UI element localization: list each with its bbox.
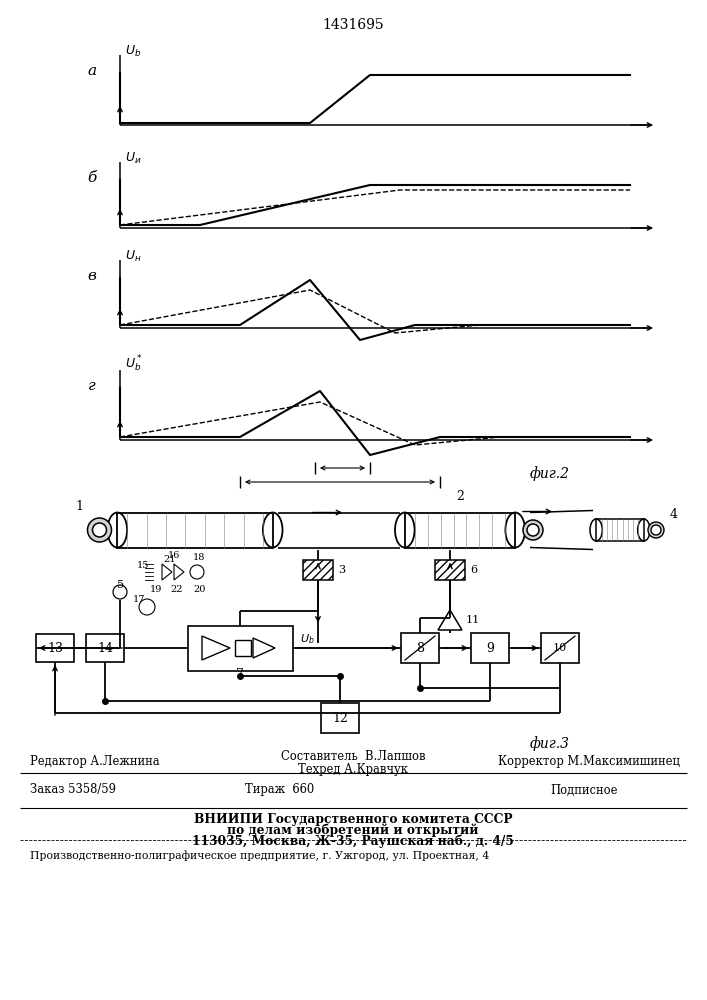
Text: 16: 16	[168, 551, 180, 560]
Bar	[321, 703, 359, 733]
Text: $U^*_b$: $U^*_b$	[125, 354, 143, 374]
Text: 2: 2	[456, 490, 464, 504]
Bar	[235, 640, 251, 656]
Text: б: б	[88, 171, 97, 185]
Text: 113035, Москва, Ж-35, Раушская наб., д. 4/5: 113035, Москва, Ж-35, Раушская наб., д. …	[192, 834, 514, 848]
Text: 6: 6	[470, 565, 477, 575]
Text: 5: 5	[117, 580, 124, 590]
Text: 20: 20	[193, 585, 205, 594]
Bar	[541, 633, 579, 663]
Text: Подписное: Подписное	[550, 784, 617, 796]
Text: Корректор М.Максимишинец: Корректор М.Максимишинец	[498, 756, 680, 768]
Text: 7: 7	[236, 668, 244, 682]
Bar	[596, 519, 644, 541]
Text: 9: 9	[486, 642, 494, 654]
Bar	[401, 633, 439, 663]
Text: Составитель  В.Лапшов: Составитель В.Лапшов	[281, 750, 425, 762]
Text: Редактор А.Лежнина: Редактор А.Лежнина	[30, 756, 160, 768]
Text: $U_b$: $U_b$	[300, 632, 315, 646]
Text: ВНИИПИ Государственного комитета СССР: ВНИИПИ Государственного комитета СССР	[194, 812, 513, 826]
Text: фиг.2: фиг.2	[530, 466, 570, 481]
Circle shape	[523, 520, 543, 540]
Circle shape	[527, 524, 539, 536]
Text: 18: 18	[193, 553, 205, 562]
Text: 12: 12	[332, 712, 348, 724]
Bar	[471, 633, 509, 663]
Text: Техред А.Кравчук: Техред А.Кравчук	[298, 762, 408, 776]
Text: фиг.3: фиг.3	[530, 736, 570, 751]
Text: 8: 8	[416, 642, 424, 654]
Text: 17: 17	[133, 595, 146, 604]
Text: 1431695: 1431695	[322, 18, 384, 32]
Text: Заказ 5358/59: Заказ 5358/59	[30, 784, 116, 796]
Text: по делам изобретений и открытий: по делам изобретений и открытий	[227, 823, 479, 837]
Bar	[187, 626, 293, 670]
Circle shape	[93, 523, 107, 537]
Text: в: в	[88, 269, 96, 283]
Text: 21: 21	[163, 555, 175, 564]
Bar	[86, 634, 124, 662]
Text: 19: 19	[150, 585, 163, 594]
Text: 3: 3	[338, 565, 345, 575]
Text: $U_и$: $U_и$	[125, 151, 141, 166]
Bar	[435, 560, 465, 580]
Bar	[405, 512, 515, 548]
Text: 13: 13	[47, 642, 63, 654]
Text: 15: 15	[137, 561, 149, 570]
Text: 10: 10	[553, 643, 567, 653]
Text: а: а	[88, 64, 97, 78]
Text: 22: 22	[170, 585, 182, 594]
Text: $U_н$: $U_н$	[125, 249, 141, 264]
Circle shape	[651, 525, 661, 535]
Circle shape	[88, 518, 112, 542]
Text: 4: 4	[670, 508, 678, 521]
Circle shape	[648, 522, 664, 538]
Bar	[36, 634, 74, 662]
Text: Производственно-полиграфическое предприятие, г. Ужгород, ул. Проектная, 4: Производственно-полиграфическое предприя…	[30, 851, 489, 861]
Text: г: г	[88, 379, 96, 393]
Text: 14: 14	[97, 642, 113, 654]
Text: Тираж  660: Тираж 660	[245, 784, 315, 796]
Bar	[117, 512, 273, 548]
Bar	[303, 560, 333, 580]
Text: $U_b$: $U_b$	[125, 44, 141, 59]
Text: 1: 1	[76, 500, 83, 513]
Text: 11: 11	[466, 615, 480, 625]
